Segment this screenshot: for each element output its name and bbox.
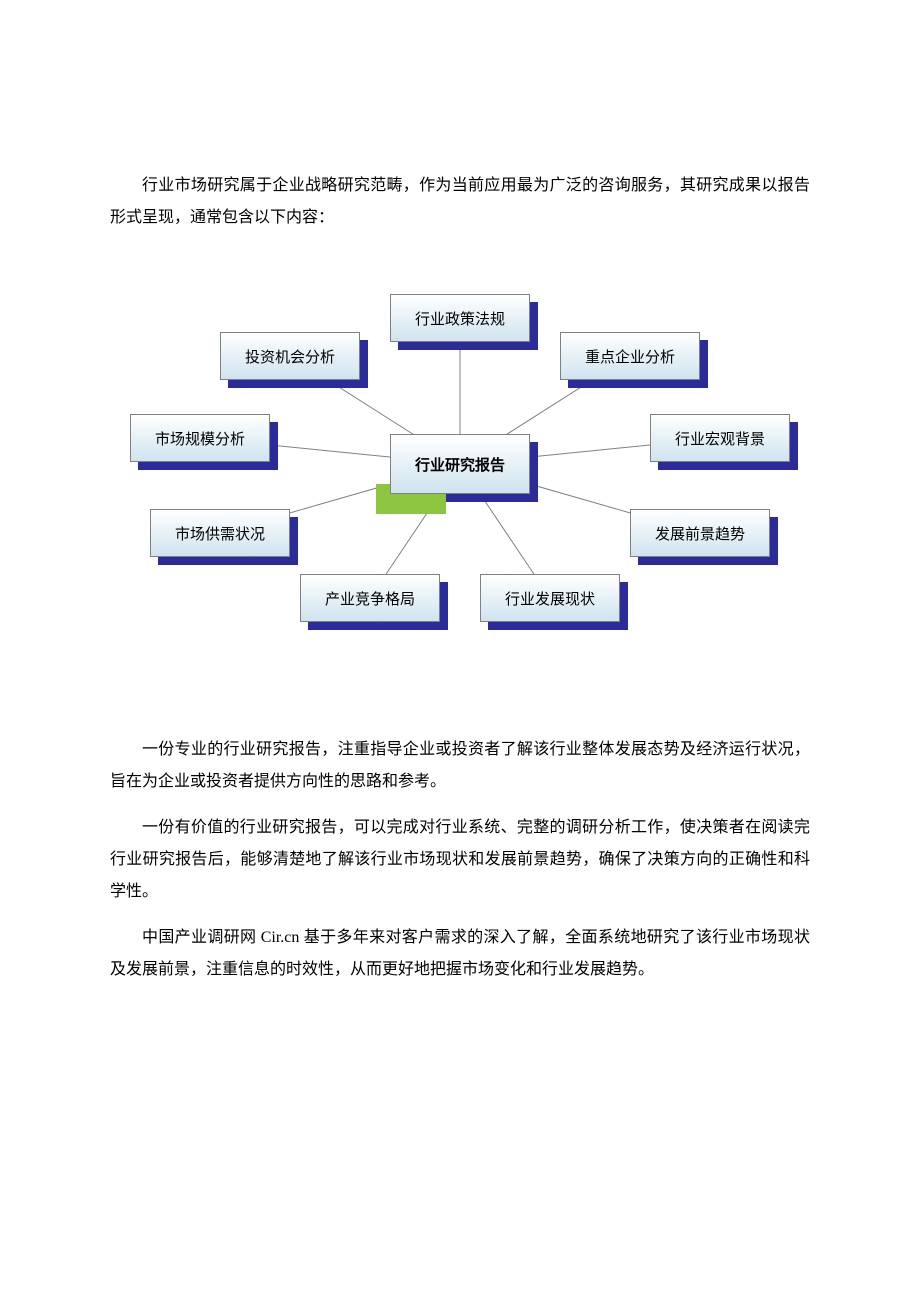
node-label: 重点企业分析 [585,346,675,367]
body-paragraph-2: 一份有价值的行业研究报告，可以完成对行业系统、完整的调研分析工作，使决策者在阅读… [110,812,810,908]
diagram-node: 重点企业分析 [560,332,700,380]
node-box: 行业政策法规 [390,294,530,342]
node-box: 产业竞争格局 [300,574,440,622]
node-label: 投资机会分析 [245,346,335,367]
node-box: 行业研究报告 [390,434,530,494]
node-label: 行业宏观背景 [675,428,765,449]
node-label: 行业发展现状 [505,588,595,609]
diagram-node: 产业竞争格局 [300,574,440,622]
diagram-node: 市场供需状况 [150,509,290,557]
node-box: 市场供需状况 [150,509,290,557]
concept-diagram: 行业研究报告行业政策法规投资机会分析 重点企业分析市场规模分析 行业宏观背景市场供需… [110,274,810,674]
node-box: 行业发展现状 [480,574,620,622]
node-label: 行业研究报告 [415,454,505,475]
node-label: 产业竞争格局 [325,588,415,609]
diagram-center-node: 行业研究报告 [390,434,530,494]
node-label: 市场供需状况 [175,523,265,544]
node-label: 行业政策法规 [415,308,505,329]
intro-paragraph: 行业市场研究属于企业战略研究范畴，作为当前应用最为广泛的咨询服务，其研究成果以报… [110,170,810,234]
diagram-node: 行业宏观背景 [650,414,790,462]
node-label: 发展前景趋势 [655,523,745,544]
node-box: 重点企业分析 [560,332,700,380]
diagram-node: 投资机会分析 [220,332,360,380]
node-box: 市场规模分析 [130,414,270,462]
node-box: 行业宏观背景 [650,414,790,462]
node-label: 市场规模分析 [155,428,245,449]
document-page: 行业市场研究属于企业战略研究范畴，作为当前应用最为广泛的咨询服务，其研究成果以报… [0,0,920,1302]
node-box: 投资机会分析 [220,332,360,380]
node-box: 发展前景趋势 [630,509,770,557]
diagram-node: 市场规模分析 [130,414,270,462]
body-paragraph-3: 中国产业调研网 Cir.cn 基于多年来对客户需求的深入了解，全面系统地研究了该… [110,922,810,986]
body-paragraph-1: 一份专业的行业研究报告，注重指导企业或投资者了解该行业整体发展态势及经济运行状况… [110,734,810,798]
diagram-node: 发展前景趋势 [630,509,770,557]
diagram-node: 行业发展现状 [480,574,620,622]
diagram-node: 行业政策法规 [390,294,530,342]
